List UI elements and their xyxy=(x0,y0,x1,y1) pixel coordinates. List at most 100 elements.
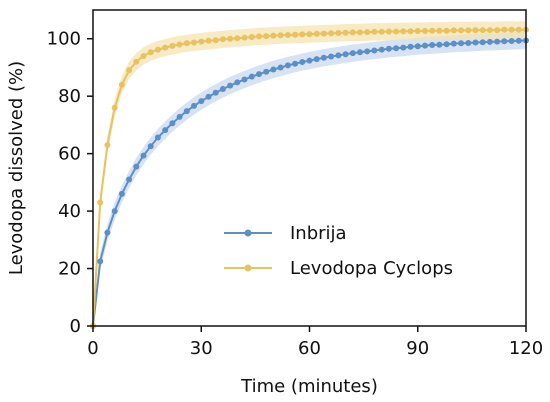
data-point xyxy=(306,31,313,38)
data-point xyxy=(299,31,306,38)
data-point xyxy=(364,29,371,36)
x-tick-label: 30 xyxy=(190,338,213,359)
data-point xyxy=(140,152,147,159)
data-point xyxy=(450,27,457,34)
data-point xyxy=(349,50,356,57)
data-point xyxy=(263,33,270,40)
data-point xyxy=(126,176,133,183)
data-point xyxy=(450,40,457,47)
data-point xyxy=(147,49,154,56)
x-axis-title: Time (minutes) xyxy=(240,376,378,397)
data-point xyxy=(342,29,349,36)
data-point xyxy=(357,49,363,56)
data-point xyxy=(219,36,226,43)
data-point xyxy=(306,57,313,64)
legend: Inbrija Levodopa Cyclops xyxy=(224,223,453,279)
y-tick-label: 40 xyxy=(58,201,81,222)
data-point xyxy=(133,58,140,65)
confidence-bands xyxy=(93,21,526,327)
data-point xyxy=(465,27,472,34)
data-point xyxy=(97,258,104,265)
data-point xyxy=(133,163,140,170)
data-point xyxy=(256,33,262,40)
y-tick-label: 0 xyxy=(70,316,81,337)
data-point xyxy=(436,41,443,48)
data-point xyxy=(111,104,118,111)
data-point xyxy=(299,59,306,65)
data-point xyxy=(140,53,147,59)
data-point xyxy=(422,42,428,49)
data-point xyxy=(241,76,248,83)
data-point xyxy=(270,66,277,73)
data-point xyxy=(154,46,161,53)
data-point xyxy=(277,64,284,71)
x-tick-label: 0 xyxy=(87,338,98,359)
data-point xyxy=(400,44,407,51)
data-point xyxy=(508,26,515,33)
x-tick-label: 120 xyxy=(509,338,543,359)
y-tick-label: 100 xyxy=(47,29,81,50)
data-point xyxy=(494,38,501,45)
data-point xyxy=(422,28,428,34)
data-point xyxy=(357,29,363,36)
data-point xyxy=(162,127,169,134)
data-point xyxy=(292,60,299,67)
data-point xyxy=(313,56,320,63)
x-tick-label: 60 xyxy=(298,338,321,359)
data-point xyxy=(205,93,212,100)
data-point xyxy=(429,42,436,48)
data-point xyxy=(429,27,436,34)
data-point xyxy=(515,37,522,44)
data-point xyxy=(248,73,255,80)
series-band-0 xyxy=(93,31,526,327)
data-point xyxy=(118,81,125,88)
data-point xyxy=(414,43,421,50)
data-point xyxy=(320,30,327,37)
data-point xyxy=(147,143,154,150)
data-point xyxy=(443,41,450,48)
data-point xyxy=(176,41,183,48)
x-tick-label: 90 xyxy=(406,338,429,359)
data-point xyxy=(97,199,104,206)
data-point xyxy=(176,113,183,120)
data-point xyxy=(371,28,378,35)
data-point xyxy=(472,39,479,46)
data-point xyxy=(501,38,508,45)
data-point xyxy=(486,27,493,34)
data-point xyxy=(393,45,400,52)
data-point xyxy=(169,42,176,49)
data-point xyxy=(458,40,465,47)
data-point xyxy=(486,38,493,45)
data-point xyxy=(104,142,111,148)
data-point xyxy=(515,26,522,33)
data-point xyxy=(501,26,508,33)
data-point xyxy=(385,28,392,35)
data-point xyxy=(183,40,190,47)
legend-marker-1 xyxy=(244,264,252,272)
data-point xyxy=(328,53,335,60)
data-point xyxy=(219,86,226,92)
data-point xyxy=(248,34,255,40)
data-point xyxy=(154,134,161,141)
series-lines xyxy=(92,28,527,327)
data-point xyxy=(227,82,234,89)
data-point xyxy=(118,190,125,197)
data-point xyxy=(407,28,414,35)
data-point xyxy=(436,27,443,34)
data-point xyxy=(508,38,515,44)
data-point xyxy=(335,30,342,36)
y-axis-ticks: 0 20 40 60 80 100 xyxy=(47,29,93,337)
data-point xyxy=(212,37,219,44)
y-tick-label: 20 xyxy=(58,259,81,280)
data-point xyxy=(393,28,400,35)
data-point xyxy=(234,79,241,86)
data-point xyxy=(465,40,472,46)
legend-marker-0 xyxy=(244,229,252,237)
data-point xyxy=(198,38,205,45)
legend-label-0: Inbrija xyxy=(290,223,347,244)
data-point xyxy=(111,208,118,215)
data-point xyxy=(385,45,392,52)
data-point xyxy=(284,32,291,38)
data-point xyxy=(270,32,277,39)
